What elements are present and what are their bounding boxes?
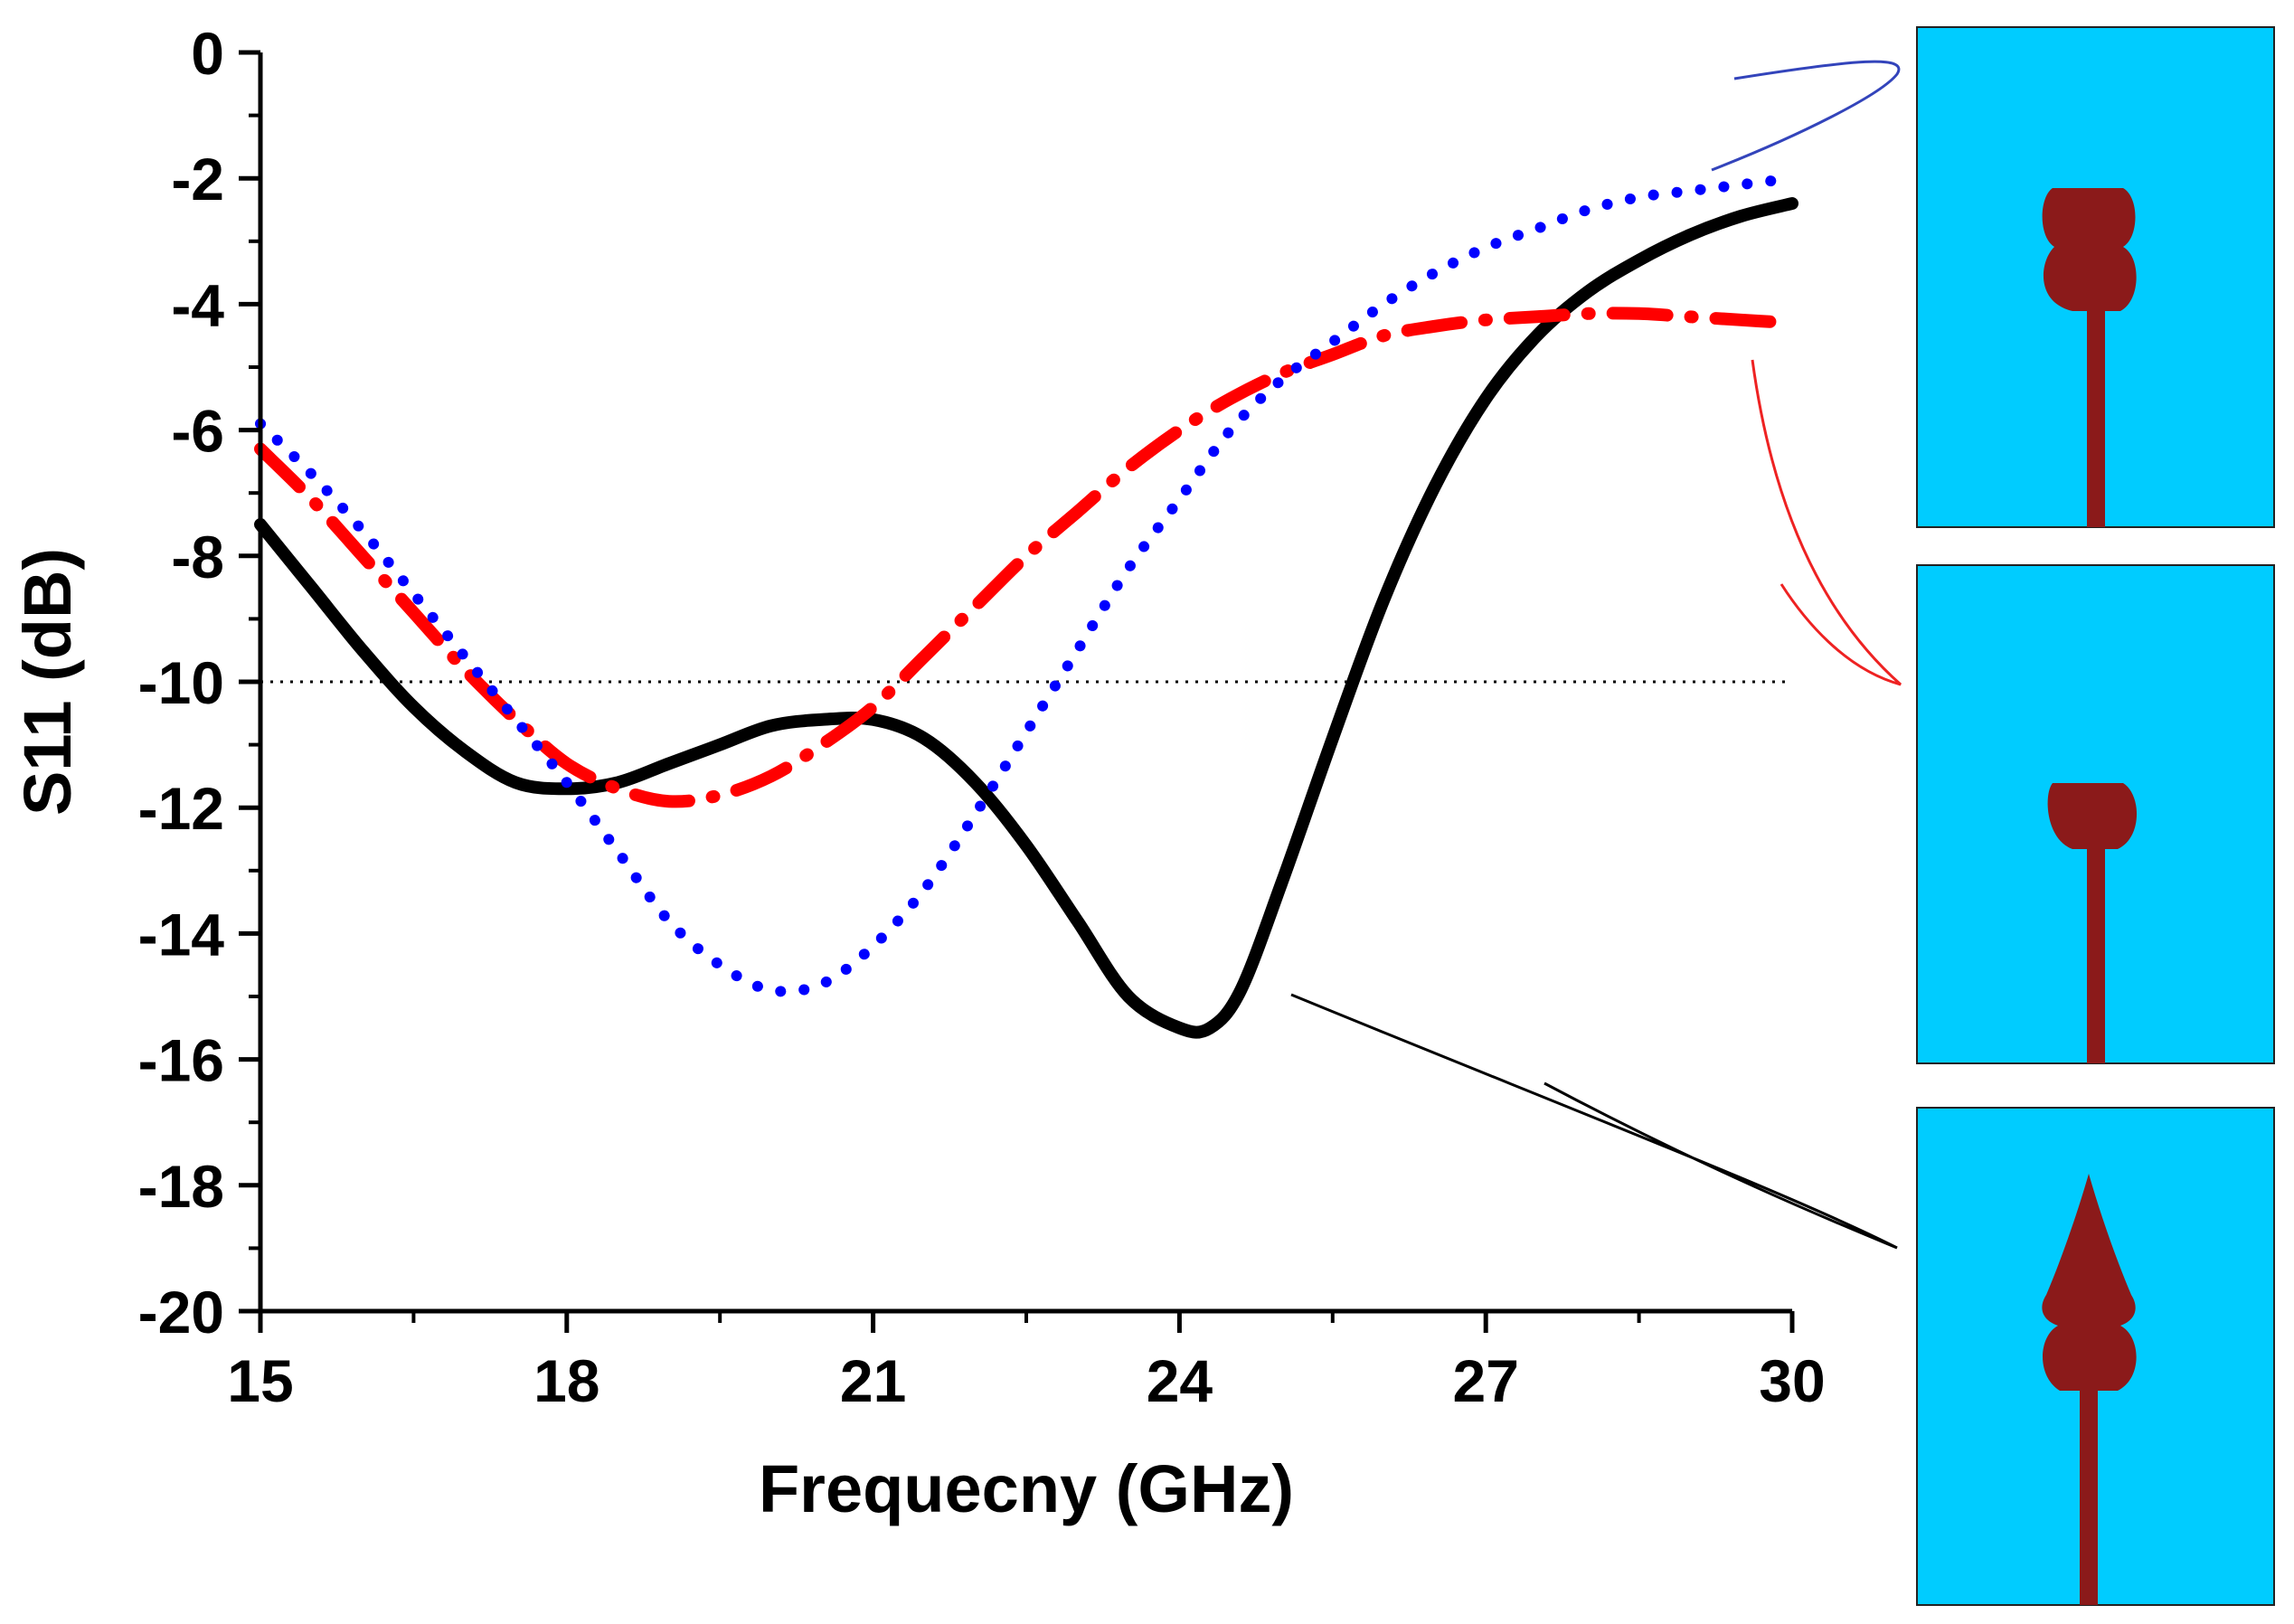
x-tick-label: 27 — [1452, 1347, 1518, 1414]
callout-red — [1751, 359, 1902, 686]
y-tick-label: -20 — [138, 1279, 224, 1345]
tick-layer: 15 18 21 24 27 30 0 -2 -4 -6 -8 -10 -12 -14 -16 -18 -20 — [138, 20, 1826, 1414]
callout-blue — [1711, 60, 1901, 172]
x-tick-label: 21 — [840, 1347, 906, 1414]
x-tick-label: 15 — [227, 1347, 293, 1414]
y-tick-label: -12 — [138, 775, 224, 842]
series-layer — [254, 173, 1798, 1039]
x-tick-label: 18 — [533, 1347, 599, 1414]
single-lobe-patch-icon — [2047, 783, 2138, 849]
axes-layer — [258, 52, 1792, 1314]
y-tick-label: -6 — [171, 398, 224, 465]
y-axis-title: S11 (dB) — [10, 548, 85, 816]
y-tick-label: -8 — [171, 524, 224, 590]
inset-antenna-3-tapered — [1916, 1107, 2275, 1606]
tapered-patch-icon — [2042, 1174, 2137, 1391]
x-tick-label: 24 — [1147, 1347, 1213, 1414]
y-tick-label: -2 — [171, 146, 224, 212]
y-tick-label: -14 — [138, 901, 225, 968]
series-line-antenna-2-single-lobe — [254, 307, 1798, 808]
inset-antenna-1-double-lobe — [1916, 26, 2275, 528]
feed-line — [2087, 306, 2105, 527]
series-line-antenna-1-double-lobe — [255, 173, 1798, 997]
double-lobe-patch-icon — [2042, 188, 2137, 311]
y-tick-label: 0 — [191, 20, 224, 87]
inset-antenna-2-single-lobe — [1916, 564, 2275, 1064]
y-tick-label: -4 — [171, 271, 224, 338]
callouts — [1290, 60, 1902, 1250]
y-tick-label: -16 — [138, 1027, 224, 1094]
feed-line — [2087, 841, 2105, 1063]
x-axis-title: Frequecny (GHz) — [759, 1451, 1294, 1526]
series-line-antenna-3-tapered — [254, 197, 1798, 1039]
plot-area: 15 18 21 24 27 30 0 -2 -4 -6 -8 -10 -12 -14 -16 -18 -20 — [138, 20, 1826, 1414]
y-tick-label: -10 — [138, 649, 224, 716]
feed-line — [2080, 1383, 2098, 1605]
callout-black — [1290, 993, 1898, 1250]
x-tick-label: 30 — [1759, 1347, 1825, 1414]
y-tick-label: -18 — [138, 1153, 224, 1220]
